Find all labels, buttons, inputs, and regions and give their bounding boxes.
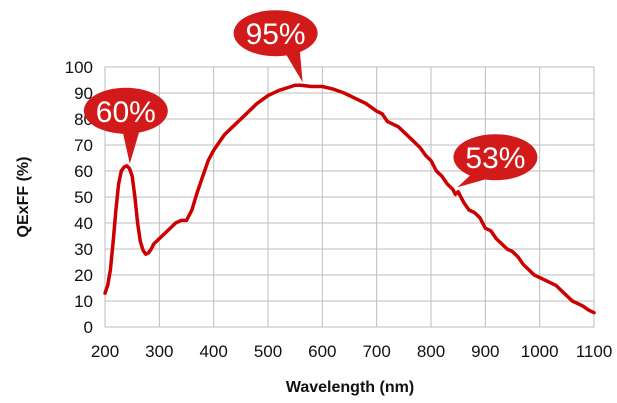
y-tick-label: 10: [74, 292, 93, 311]
y-tick-label: 90: [74, 84, 93, 103]
x-axis-title: Wavelength (nm): [286, 379, 414, 396]
callout-bubble: 53%: [453, 134, 538, 188]
x-tick-labels: 200 300 400 500 600 700 800 900 1000 1100: [91, 342, 612, 361]
y-tick-label: 30: [74, 240, 93, 259]
x-tick-label: 1000: [521, 342, 559, 361]
x-tick-label: 1100: [576, 342, 613, 361]
callout-bubble: 95%: [233, 10, 318, 83]
x-tick-label: 500: [254, 342, 282, 361]
callout-bubble: 60%: [83, 87, 168, 164]
y-tick-label: 60: [74, 162, 93, 181]
y-axis-title: QExFF (%): [15, 157, 32, 238]
y-tick-label: 20: [74, 266, 93, 285]
callout-tail: [121, 127, 140, 164]
y-tick-label: 0: [84, 318, 93, 337]
callout-tail: [283, 48, 303, 83]
grid: [104, 66, 595, 328]
x-tick-label: 600: [308, 342, 336, 361]
x-tick-label: 300: [145, 342, 173, 361]
callout-ellipse: [453, 134, 538, 181]
callout-ellipse: [233, 10, 318, 57]
callout-label: 53%: [465, 142, 525, 175]
x-tick-label: 800: [417, 342, 445, 361]
x-tick-label: 400: [199, 342, 227, 361]
callout-label: 60%: [96, 96, 156, 129]
y-tick-label: 100: [65, 58, 93, 77]
y-tick-label: 40: [74, 214, 93, 233]
x-tick-label: 700: [362, 342, 390, 361]
y-tick-label: 70: [74, 136, 93, 155]
y-tick-label: 50: [74, 188, 93, 207]
callout-bubbles: 60% 95% 53%: [83, 10, 538, 188]
callout-ellipse: [83, 87, 168, 134]
callout-label: 95%: [246, 18, 306, 51]
x-tick-label: 900: [471, 342, 499, 361]
x-tick-label: 200: [91, 342, 119, 361]
qe-curve: [103, 83, 596, 315]
